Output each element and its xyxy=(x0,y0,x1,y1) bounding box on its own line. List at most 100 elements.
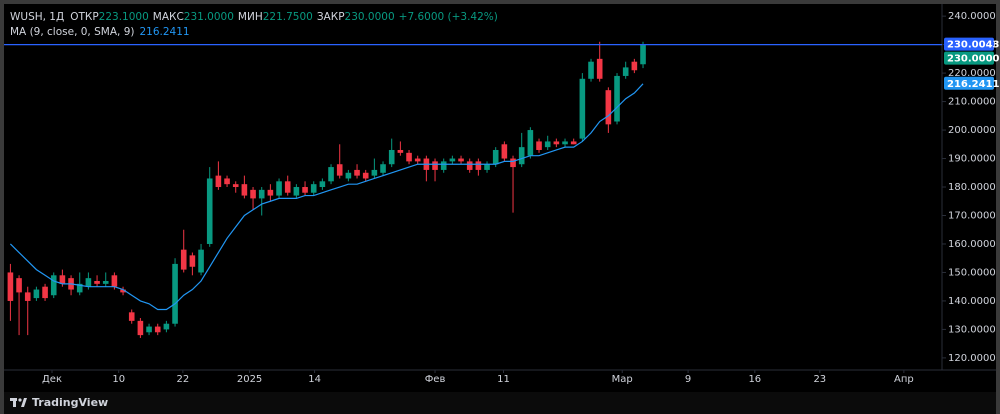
stat-value: 221.7500 xyxy=(263,11,313,23)
candle-body xyxy=(440,161,447,170)
y-tick-label: 120.0000 xyxy=(948,353,996,364)
candle-body xyxy=(7,272,14,301)
price-label: 216.2411 xyxy=(947,79,1000,90)
price-label-bg xyxy=(944,37,994,51)
candle-body xyxy=(33,289,40,299)
candle-body xyxy=(640,44,646,65)
candle-body xyxy=(544,141,551,148)
candle-body xyxy=(631,61,638,71)
symbol: WUSH, 1Д xyxy=(10,11,64,23)
candle-body xyxy=(388,149,395,165)
candle-body xyxy=(310,184,317,193)
candle-body xyxy=(345,172,352,179)
y-tick-label: 200.0000 xyxy=(948,125,996,136)
candle-body xyxy=(449,158,456,162)
candle-body xyxy=(267,189,274,196)
brand: TradingView xyxy=(32,396,108,409)
candle-body xyxy=(397,149,404,153)
candle-body xyxy=(111,275,118,287)
candle-body xyxy=(319,181,326,188)
candle-body xyxy=(232,184,239,188)
candle-body xyxy=(198,249,204,273)
candle-body xyxy=(16,278,22,293)
candle-body xyxy=(596,58,603,79)
candle-body xyxy=(146,326,152,333)
candle-body xyxy=(85,278,92,287)
candle-body xyxy=(570,141,577,145)
chart-panel xyxy=(4,4,996,392)
candle-body xyxy=(562,141,568,145)
candle-body xyxy=(180,249,187,270)
candle-body xyxy=(536,141,542,150)
y-tick-label: 190.0000 xyxy=(948,154,996,165)
candle-body xyxy=(605,90,612,125)
candle-body xyxy=(76,283,83,293)
candle-body xyxy=(414,158,421,162)
y-tick-label: 170.0000 xyxy=(948,210,996,221)
candle-body xyxy=(24,292,31,301)
y-tick-label: 150.0000 xyxy=(948,267,996,278)
y-tick-label: 130.0000 xyxy=(948,324,996,335)
tv-logo xyxy=(10,398,27,407)
candle-body xyxy=(250,189,256,199)
ma-name: MA (9, close, 0, SMA, 9) xyxy=(10,26,134,38)
candle-body xyxy=(59,275,66,284)
candle-body xyxy=(588,61,594,79)
candle-body xyxy=(241,184,248,196)
candle-body xyxy=(293,187,300,196)
candle-body xyxy=(258,189,265,199)
price-label: 230.0043 xyxy=(947,40,1000,51)
price-label-bg xyxy=(944,51,994,65)
logo-part xyxy=(18,398,22,402)
candle-body xyxy=(276,181,282,196)
y-tick-label: 140.0000 xyxy=(948,296,996,307)
candle-body xyxy=(336,164,343,176)
candle-body xyxy=(42,286,48,299)
footer-bar xyxy=(4,392,996,414)
candle-body xyxy=(579,78,586,139)
candle-body xyxy=(492,149,499,165)
candle-body xyxy=(128,312,135,321)
candle-body xyxy=(215,175,222,188)
stat-label: МАКС xyxy=(153,11,184,23)
logo-part xyxy=(13,398,16,407)
candle-body xyxy=(518,147,525,165)
x-tick-label: 9 xyxy=(685,374,691,385)
candle-body xyxy=(302,187,308,193)
candle-body xyxy=(284,181,291,193)
legend-line: WUSH, 1Д ОТКР223.1000 МАКС231.0000 МИН221.7… xyxy=(10,11,498,23)
x-tick-label: 22 xyxy=(176,374,189,385)
price-label-bg xyxy=(944,76,994,90)
candle-body xyxy=(527,130,534,156)
candle-body xyxy=(50,275,57,296)
stat-label: ЗАКР xyxy=(317,11,345,23)
y-tick-label: 220.0000 xyxy=(948,68,996,79)
change: +7.6000 (+3.42%) xyxy=(399,11,498,23)
logo-part xyxy=(21,398,27,407)
candle-body xyxy=(102,280,109,284)
candle-body xyxy=(614,75,620,122)
candle-body xyxy=(362,172,369,179)
price-label: 230.0000 xyxy=(947,54,1000,65)
candle-body xyxy=(328,167,334,182)
candle-body xyxy=(622,67,629,76)
candle-body xyxy=(466,161,473,170)
y-tick-label: 240.0000 xyxy=(948,11,996,22)
ma-line xyxy=(9,83,644,311)
candle-body xyxy=(484,164,490,170)
candle-body xyxy=(120,289,126,293)
stat-label: ОТКР xyxy=(70,11,98,23)
x-tick-label: 10 xyxy=(112,374,125,385)
y-tick-label: 210.0000 xyxy=(948,97,996,108)
candle-body xyxy=(458,158,464,162)
candle-body xyxy=(553,141,560,145)
candle-body xyxy=(501,144,508,159)
x-tick-label: Дек xyxy=(42,374,62,385)
x-tick-label: 2025 xyxy=(237,374,262,385)
y-tick-label: 160.0000 xyxy=(948,239,996,250)
candle-body xyxy=(94,280,100,284)
stat-value: 223.1000 xyxy=(99,11,149,23)
candle-body xyxy=(371,169,378,176)
candle-body xyxy=(189,255,196,267)
